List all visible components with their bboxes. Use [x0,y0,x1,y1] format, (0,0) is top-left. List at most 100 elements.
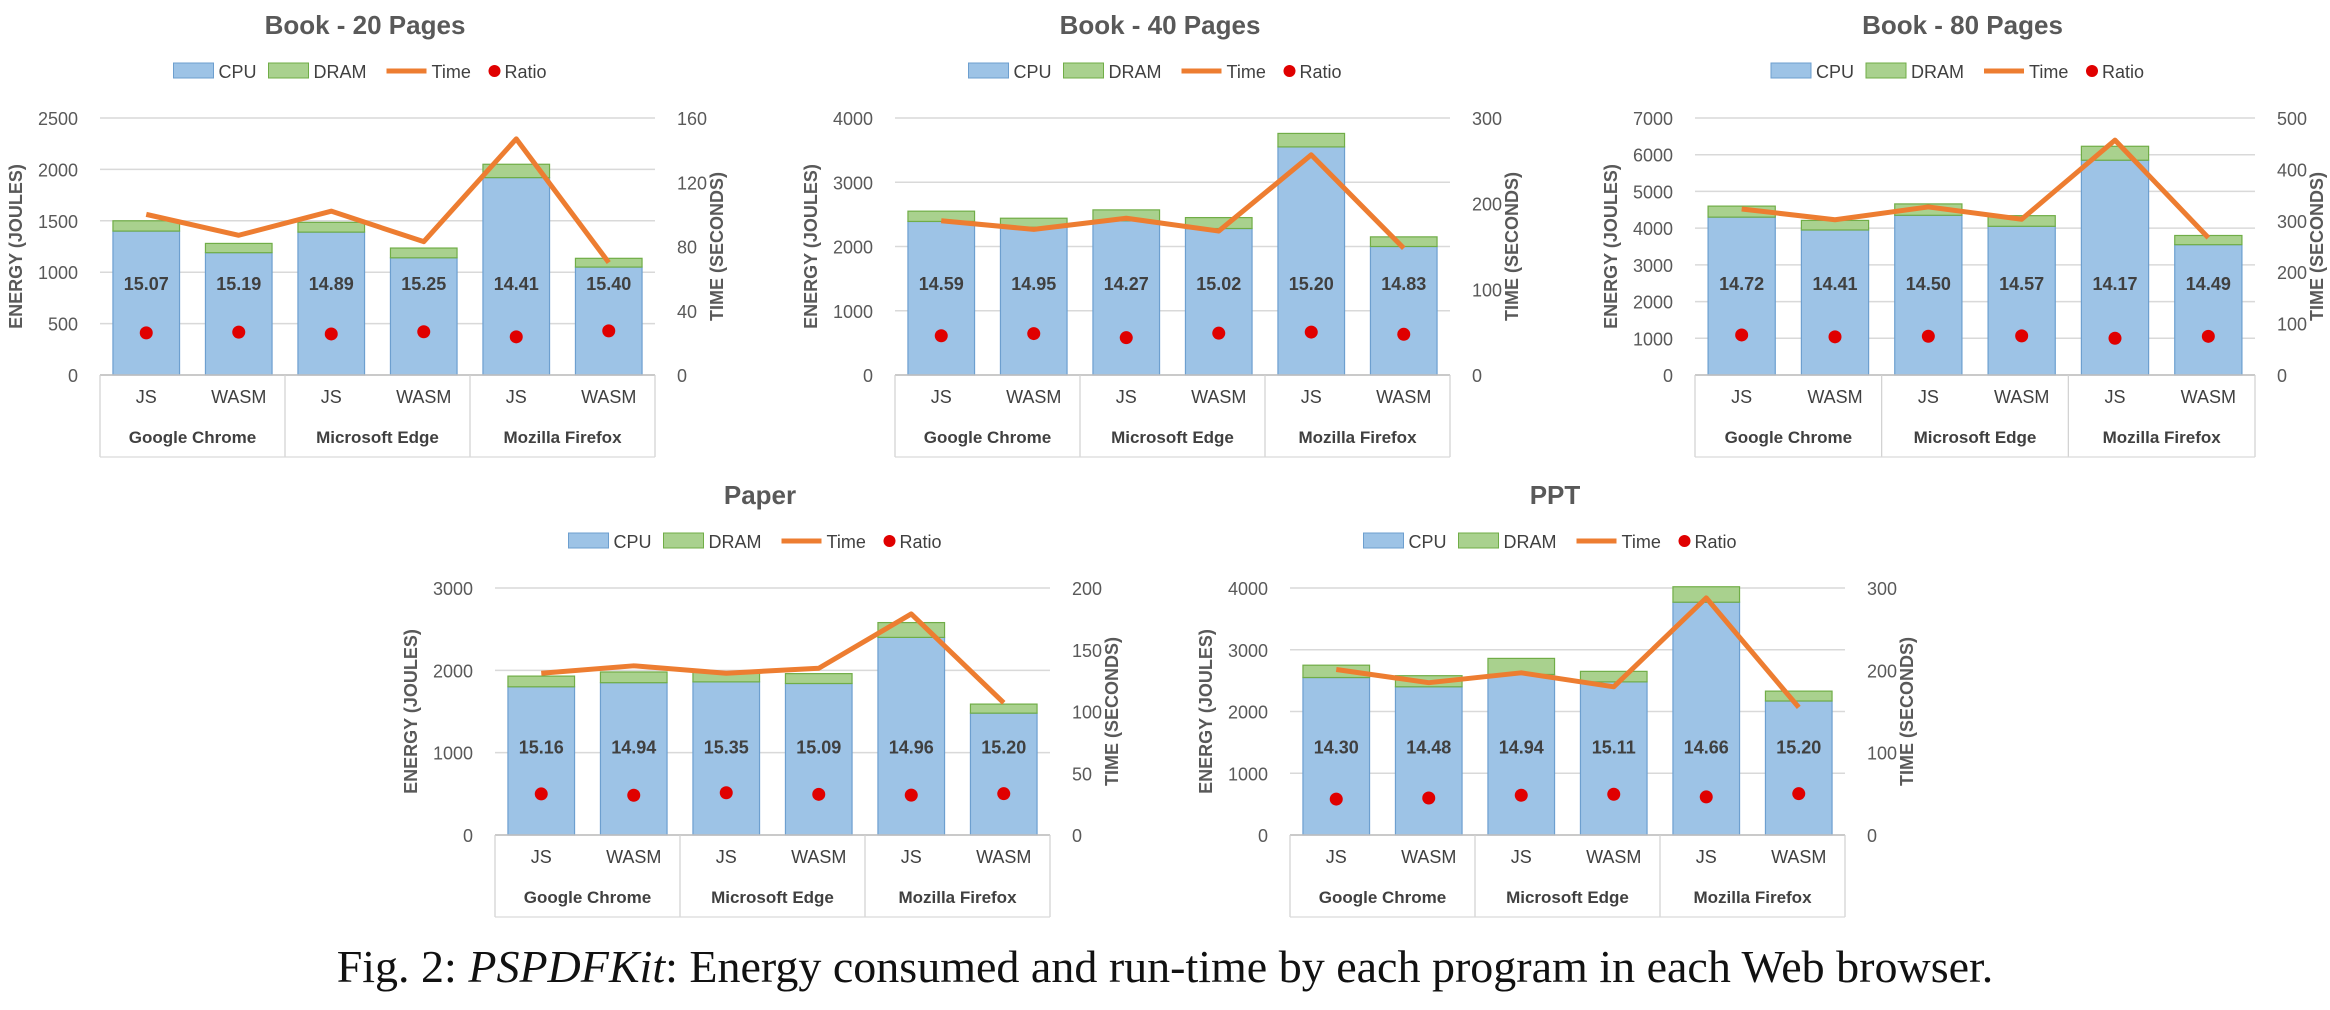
legend-ratio-label: Ratio [505,62,547,82]
y2-tick-label: 160 [677,109,707,129]
group-label: Google Chrome [1725,428,1853,447]
ratio-label: 14.17 [2092,274,2137,294]
y-axis-title: ENERGY (JOULES) [401,629,421,794]
time-line [145,136,611,265]
ratio-label: 15.02 [1196,274,1241,294]
x-tick-label: WASM [2181,387,2236,407]
ratio-point [812,787,826,801]
y2-axis-title: TIME (SECONDS) [707,172,727,321]
ratio-label: 15.20 [1776,737,1821,757]
y2-tick-label: 300 [2277,212,2307,232]
ratio-point [934,329,948,343]
x-tick-label: WASM [1191,387,1246,407]
bar-cpu [907,220,976,376]
bar-dram [1579,670,1648,683]
bar-dram [389,247,458,259]
ratio-point [997,787,1011,801]
bar-dram [482,163,551,179]
y-tick-label: 1000 [1633,329,1673,349]
ratio-label: 14.59 [919,274,964,294]
chart-paper: Paper CPU DRAM Time Ratio 0 1000 2000 3000 0 50 100… [395,470,1125,930]
legend-dram-label: DRAM [709,532,762,552]
bar-cpu [297,231,366,376]
legend-ratio-label: Ratio [900,532,942,552]
bar-cpu [1987,225,2056,376]
figure-caption: Fig. 2: PSPDFKit: Energy consumed and ru… [0,940,2330,993]
time-line [541,611,1006,705]
ratio-point [417,325,431,339]
legend-ratio-swatch [1678,535,1691,547]
ratio-point [1735,328,1749,342]
bar-dram [784,673,853,685]
ratio-point [139,326,153,340]
ratio-point [2015,329,2029,343]
bar-cpu [784,682,853,836]
group-label: Microsoft Edge [1506,888,1629,907]
y2-tick-label: 200 [1472,195,1502,215]
chart-title: Book - 20 Pages [265,10,466,40]
y2-tick-label: 100 [1867,744,1897,764]
x-tick-label: WASM [1006,387,1061,407]
x-tick-label: WASM [976,847,1031,867]
bar-cpu [999,226,1068,376]
x-tick-label: JS [1918,387,1939,407]
legend-dram-swatch [268,62,309,79]
group-label: Google Chrome [1319,888,1447,907]
ratio-point [2201,329,2215,343]
chart-svg: PPT CPU DRAM Time Ratio 0 1000 2000 3000 4000 0 100… [1196,480,1917,918]
legend-cpu-swatch [173,62,214,79]
chart-svg: Book - 20 Pages CPU DRAM Time Ratio 0 500 1000 1… [6,10,727,458]
y-tick-label: 0 [463,826,473,846]
ratio-label: 14.95 [1011,274,1056,294]
y-tick-label: 4000 [1633,219,1673,239]
group-label: Mozilla Firefox [898,888,1017,907]
legend-cpu-swatch [1770,62,1812,79]
y2-axis-title: TIME (SECONDS) [1502,172,1522,321]
legend-time-label: Time [827,532,866,552]
time-line [1335,595,1801,709]
legend-cpu-swatch [968,62,1009,79]
chart-legend: CPU DRAM Time Ratio [568,532,942,552]
ratio-label: 14.27 [1104,274,1149,294]
ratio-label: 14.94 [1499,737,1544,757]
y2-tick-label: 0 [1072,826,1082,846]
bar-cpu [1302,676,1371,836]
x-tick-label: JS [716,847,737,867]
ratio-point [534,787,548,801]
ratio-label: 15.11 [1592,737,1636,757]
ratio-label: 15.25 [401,274,446,294]
ratio-point [1027,327,1041,341]
legend-ratio-swatch [488,65,501,77]
bar-dram [507,675,576,688]
bar-dram [907,210,976,223]
ratio-point [1607,787,1621,801]
chart-legend: CPU DRAM Time Ratio [1363,532,1737,552]
chart-title: Book - 40 Pages [1060,10,1261,40]
legend-dram-label: DRAM [1504,532,1557,552]
y2-tick-label: 200 [1072,579,1102,599]
x-tick-label: WASM [606,847,661,867]
legend-time-label: Time [2029,62,2068,82]
group-label: Mozilla Firefox [2103,428,2222,447]
legend-cpu-swatch [568,532,609,549]
group-label: Mozilla Firefox [1693,888,1812,907]
group-label: Google Chrome [129,428,257,447]
caption-prefix: Fig. 2: [336,941,469,992]
y2-tick-label: 100 [1472,280,1502,300]
y2-tick-label: 40 [677,302,697,322]
ratio-point [1329,792,1343,806]
y-tick-label: 0 [1663,366,1673,386]
y-tick-label: 1500 [38,212,78,232]
y2-tick-label: 50 [1072,764,1092,784]
x-tick-label: WASM [1994,387,2049,407]
group-label: Microsoft Edge [1111,428,1234,447]
bar-cpu [1764,700,1833,836]
legend-dram-swatch [1458,532,1499,549]
ratio-point [1921,329,1935,343]
ratio-point [324,327,338,341]
ratio-label: 14.96 [889,737,934,757]
y2-axis-title: TIME (SECONDS) [2307,172,2327,321]
y2-tick-label: 80 [677,238,697,258]
bar-cpu [1394,686,1463,836]
